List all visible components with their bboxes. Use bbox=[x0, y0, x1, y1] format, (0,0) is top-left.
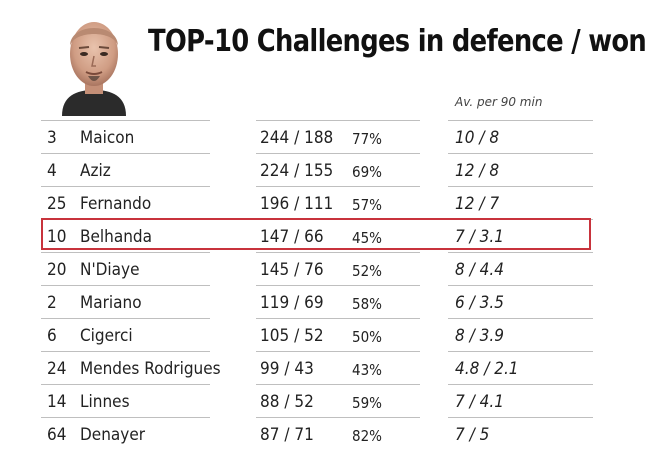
challenges-won: 196 / 111 bbox=[260, 194, 334, 214]
row-divider bbox=[41, 120, 210, 121]
row-divider bbox=[41, 384, 210, 385]
player-number: 3 bbox=[47, 128, 57, 148]
row-divider bbox=[256, 351, 420, 352]
row-divider bbox=[256, 252, 420, 253]
per90-value: 10 / 8 bbox=[455, 128, 500, 148]
challenges-won: 87 / 71 bbox=[260, 425, 314, 445]
row-divider bbox=[448, 417, 593, 418]
table-row: 64 Denayer 87 / 71 82% 7 / 5 bbox=[0, 417, 649, 450]
win-percent: 43% bbox=[352, 361, 383, 379]
per90-value: 12 / 8 bbox=[455, 161, 500, 181]
table-row: 2 Mariano 119 / 69 58% 6 / 3.5 bbox=[0, 285, 649, 318]
table-row: 14 Linnes 88 / 52 59% 7 / 4.1 bbox=[0, 384, 649, 417]
player-name: Fernando bbox=[80, 194, 152, 214]
per90-value: 8 / 4.4 bbox=[455, 260, 504, 280]
player-name: Aziz bbox=[80, 161, 111, 181]
challenges-won: 119 / 69 bbox=[260, 293, 324, 313]
per90-value: 4.8 / 2.1 bbox=[455, 359, 519, 379]
per90-value: 7 / 5 bbox=[455, 425, 490, 445]
challenges-won: 145 / 76 bbox=[260, 260, 324, 280]
player-name: Mendes Rodrigues bbox=[80, 359, 221, 379]
win-percent: 52% bbox=[352, 262, 383, 280]
table-row: 6 Cigerci 105 / 52 50% 8 / 3.9 bbox=[0, 318, 649, 351]
row-divider bbox=[256, 384, 420, 385]
row-divider bbox=[41, 285, 210, 286]
table-row: 4 Aziz 224 / 155 69% 12 / 8 bbox=[0, 153, 649, 186]
win-percent: 50% bbox=[352, 328, 383, 346]
per90-value: 12 / 7 bbox=[455, 194, 500, 214]
player-number: 20 bbox=[47, 260, 67, 280]
win-percent: 59% bbox=[352, 394, 383, 412]
challenges-won: 99 / 43 bbox=[260, 359, 314, 379]
table-row: 3 Maicon 244 / 188 77% 10 / 8 bbox=[0, 120, 649, 153]
per90-value: 7 / 4.1 bbox=[455, 392, 504, 412]
player-name: Mariano bbox=[80, 293, 142, 313]
row-divider bbox=[41, 153, 210, 154]
table-row: 24 Mendes Rodrigues 99 / 43 43% 4.8 / 2.1 bbox=[0, 351, 649, 384]
row-divider bbox=[41, 318, 210, 319]
player-number: 10 bbox=[47, 227, 67, 247]
row-divider bbox=[256, 186, 420, 187]
row-divider bbox=[448, 120, 593, 121]
row-divider bbox=[256, 417, 420, 418]
row-divider bbox=[448, 351, 593, 352]
player-number: 14 bbox=[47, 392, 67, 412]
row-divider bbox=[41, 186, 210, 187]
row-divider bbox=[41, 252, 210, 253]
row-divider bbox=[448, 186, 593, 187]
win-percent: 57% bbox=[352, 196, 383, 214]
player-name: Linnes bbox=[80, 392, 130, 412]
win-percent: 45% bbox=[352, 229, 383, 247]
per90-value: 7 / 3.1 bbox=[455, 227, 504, 247]
table-row: 20 N'Diaye 145 / 76 52% 8 / 4.4 bbox=[0, 252, 649, 285]
row-divider bbox=[256, 120, 420, 121]
row-divider bbox=[448, 153, 593, 154]
row-divider bbox=[41, 351, 210, 352]
player-number: 64 bbox=[47, 425, 67, 445]
win-percent: 69% bbox=[352, 163, 383, 181]
player-number: 4 bbox=[47, 161, 57, 181]
challenges-won: 244 / 188 bbox=[260, 128, 334, 148]
player-name: Denayer bbox=[80, 425, 146, 445]
challenges-won: 88 / 52 bbox=[260, 392, 314, 412]
win-percent: 77% bbox=[352, 130, 383, 148]
per90-value: 6 / 3.5 bbox=[455, 293, 504, 313]
player-number: 24 bbox=[47, 359, 67, 379]
win-percent: 58% bbox=[352, 295, 383, 313]
row-divider bbox=[256, 153, 420, 154]
table-title: TOP-10 Challenges in defence / won bbox=[148, 24, 647, 59]
player-photo bbox=[52, 10, 136, 116]
player-number: 25 bbox=[47, 194, 67, 214]
row-divider bbox=[256, 318, 420, 319]
row-divider bbox=[448, 285, 593, 286]
challenges-won: 105 / 52 bbox=[260, 326, 324, 346]
win-percent: 82% bbox=[352, 427, 383, 445]
player-number: 6 bbox=[47, 326, 57, 346]
row-divider bbox=[448, 252, 593, 253]
table-row: 10 Belhanda 147 / 66 45% 7 / 3.1 bbox=[0, 219, 649, 252]
player-name: Cigerci bbox=[80, 326, 133, 346]
per90-column-header: Av. per 90 min bbox=[455, 95, 543, 109]
player-name: N'Diaye bbox=[80, 260, 140, 280]
row-divider bbox=[448, 318, 593, 319]
highlighted-row-frame bbox=[41, 218, 591, 250]
player-name: Maicon bbox=[80, 128, 135, 148]
per90-value: 8 / 3.9 bbox=[455, 326, 504, 346]
player-number: 2 bbox=[47, 293, 57, 313]
player-name: Belhanda bbox=[80, 227, 153, 247]
row-divider bbox=[41, 417, 210, 418]
challenges-won: 224 / 155 bbox=[260, 161, 334, 181]
row-divider bbox=[256, 285, 420, 286]
challenges-won: 147 / 66 bbox=[260, 227, 324, 247]
table-row: 25 Fernando 196 / 111 57% 12 / 7 bbox=[0, 186, 649, 219]
row-divider bbox=[448, 384, 593, 385]
